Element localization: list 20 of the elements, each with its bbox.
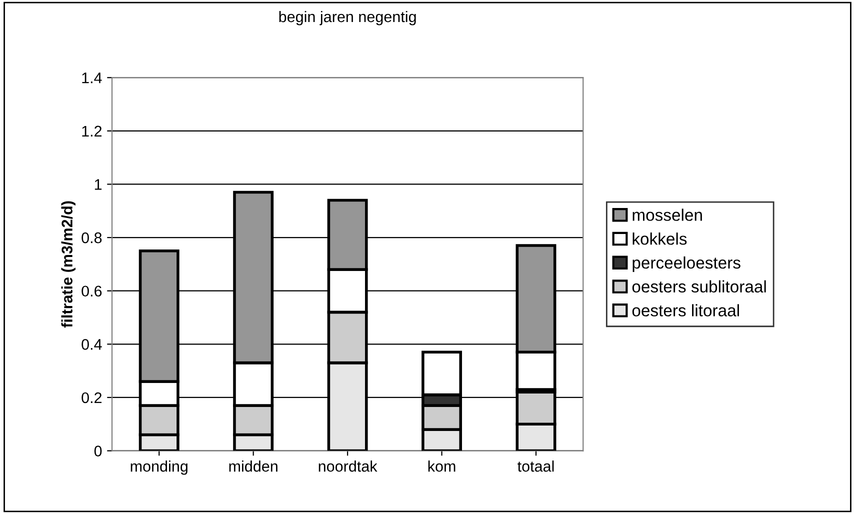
legend-label: kokkels: [632, 232, 687, 245]
legend-label: oesters sublitoraal: [632, 280, 766, 293]
x-tick-label: totaal: [518, 460, 554, 472]
y-tick-label: 0: [94, 446, 102, 456]
y-tick-label: 1.2: [82, 126, 102, 136]
y-tick-label: 1: [94, 179, 102, 190]
y-tick-label: 0.2: [82, 392, 102, 404]
y-tick-label: 1.4: [82, 72, 102, 84]
chart-title: begin jaren negentig: [279, 10, 416, 26]
x-tick-label: monding: [130, 460, 188, 475]
legend-label: mosselen: [632, 208, 702, 221]
y-axis-title: filtratie (m3/m2/d): [61, 201, 76, 328]
y-tick-label: 0.4: [82, 339, 102, 350]
legend-label: perceeloesters: [632, 256, 740, 272]
y-tick-label: 0.6: [82, 286, 102, 297]
legend-label: oesters litoraal: [632, 304, 739, 316]
x-tick-label: noordtak: [318, 460, 378, 472]
x-tick-label: kom: [428, 460, 456, 472]
y-tick-label: 0.8: [82, 232, 102, 244]
x-tick-label: midden: [229, 460, 278, 472]
